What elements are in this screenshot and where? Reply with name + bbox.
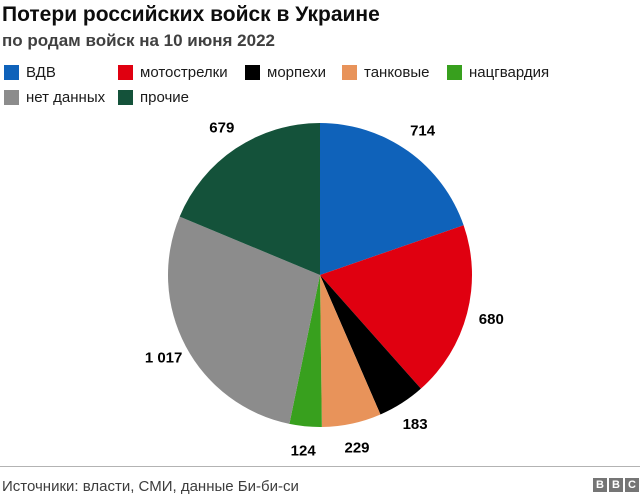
legend-swatch-motostrelki bbox=[118, 65, 133, 80]
legend-label-prochie: прочие bbox=[140, 89, 190, 106]
legend-item-vdv: ВДВ bbox=[4, 64, 56, 81]
legend-swatch-natsgvardiya bbox=[447, 65, 462, 80]
legend-swatch-morpekhi bbox=[245, 65, 260, 80]
pie-value-label-2: 183 bbox=[403, 416, 428, 433]
legend-label-vdv: ВДВ bbox=[26, 64, 56, 81]
pie-chart: 714 680 183 229 124 1 017 679 bbox=[145, 119, 504, 460]
bbc-logo-block-b1: B bbox=[593, 478, 607, 492]
pie-slice-3 bbox=[320, 275, 381, 427]
pie-slice-0 bbox=[320, 123, 464, 275]
pie-value-label-6: 679 bbox=[209, 119, 234, 136]
legend-swatch-vdv bbox=[4, 65, 19, 80]
legend-swatch-prochie bbox=[118, 90, 133, 105]
bbc-logo-block-b2: B bbox=[609, 478, 623, 492]
legend-item-net-dannykh: нет данных bbox=[4, 89, 105, 106]
pie-slice-1 bbox=[320, 225, 473, 389]
footer: Источники: власти, СМИ, данные Би-би-си … bbox=[0, 466, 640, 501]
legend-item-motostrelki: мотострелки bbox=[118, 64, 228, 81]
pie-slice-2 bbox=[320, 275, 421, 415]
legend-label-motostrelki: мотострелки bbox=[140, 64, 228, 81]
pie-slice-4 bbox=[289, 275, 322, 428]
pie-slice-6 bbox=[179, 123, 320, 275]
source-note: Источники: власти, СМИ, данные Би-би-си bbox=[2, 478, 299, 495]
legend-item-morpekhi: морпехи bbox=[245, 64, 326, 81]
pie-value-label-4: 124 bbox=[291, 443, 317, 460]
legend-swatch-tankovye bbox=[342, 65, 357, 80]
legend-swatch-net-dannykh bbox=[4, 90, 19, 105]
legend-label-natsgvardiya: нацгвардия bbox=[469, 64, 550, 81]
legend-label-morpekhi: морпехи bbox=[267, 64, 327, 81]
legend-label-tankovye: танковые bbox=[364, 64, 430, 81]
legend-item-prochie: прочие bbox=[118, 89, 189, 106]
pie-value-label-0: 714 bbox=[410, 122, 436, 139]
legend-item-natsgvardiya: нацгвардия bbox=[447, 64, 549, 81]
pie-slice-5 bbox=[167, 216, 320, 424]
legend-label-net-dannykh: нет данных bbox=[26, 89, 106, 106]
legend-item-tankovye: танковые bbox=[342, 64, 430, 81]
chart-title: Потери российских войск в Украине bbox=[2, 3, 380, 26]
bbc-logo: B B C bbox=[593, 478, 639, 492]
chart-subtitle: по родам войск на 10 июня 2022 bbox=[2, 31, 275, 50]
pie-value-label-1: 680 bbox=[479, 311, 504, 328]
pie-value-label-5: 1 017 bbox=[145, 349, 183, 366]
pie-value-label-3: 229 bbox=[344, 440, 369, 457]
bbc-logo-block-c: C bbox=[625, 478, 639, 492]
